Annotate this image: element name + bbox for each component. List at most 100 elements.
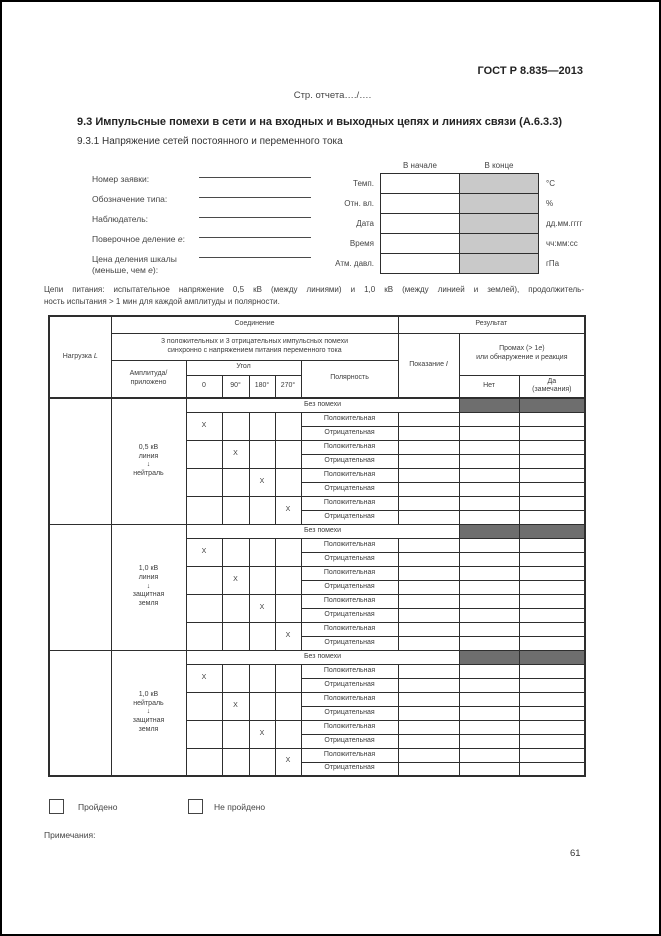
spacer [539, 158, 609, 174]
passed-checkbox[interactable] [49, 799, 64, 814]
angle-x-mark-cell: X [185, 411, 223, 441]
test-row: Отрицательная [49, 481, 586, 497]
polarity-negative-cell: Отрицательная [300, 579, 399, 595]
result-no-input-cell [458, 663, 520, 679]
indication-input-cell [397, 733, 460, 749]
result-no-input-cell [458, 761, 520, 777]
result-no-input-cell [458, 551, 520, 567]
amplitude-line: нейтраль [133, 699, 164, 707]
result-no-shaded-cell [458, 523, 520, 539]
angle-empty-cell [248, 621, 276, 651]
cond-unit-pressure: гПа [546, 259, 560, 268]
section-subtitle: 9.3.1 Напряжение сетей постоянного и пер… [77, 136, 343, 147]
failed-label: Не пройдено [214, 802, 266, 812]
amplitude-line: 1,0 кВ [138, 565, 159, 573]
field-label-scale-division-line2: (меньше, чем е): [92, 265, 159, 275]
conditions-table: В начале В конце Темп. °C Отн. вл. % Дат… [304, 158, 608, 274]
angle-empty-cell [248, 747, 276, 777]
angle-empty-cell [221, 621, 250, 651]
cond-row-date: Дата дд.мм.гггг [304, 213, 608, 234]
result-no-input-cell [458, 635, 520, 651]
indication-input-cell [397, 747, 460, 763]
result-no-input-cell [458, 621, 520, 637]
amplitude-line: 0,5 кВ [138, 443, 159, 451]
notes-label: Примечания: [44, 830, 96, 840]
angle-empty-cell [274, 663, 302, 693]
result-no-input-cell [458, 467, 520, 483]
polarity-positive-cell: Положительная [300, 593, 399, 609]
failed-checkbox[interactable] [188, 799, 203, 814]
cond-header-start: В начале [403, 161, 437, 170]
polarity-negative-cell: Отрицательная [300, 705, 399, 721]
indication-input-cell [397, 481, 460, 497]
indication-input-cell [397, 607, 460, 623]
angle-x-mark-cell: X [274, 621, 302, 651]
result-yes-input-cell [518, 593, 586, 609]
load-cell-block1 [48, 397, 112, 525]
result-no-input-cell [458, 509, 520, 525]
cond-unit-temperature: °C [546, 179, 555, 188]
result-no-input-cell [458, 719, 520, 735]
header-result-yes: Да (замечания) [518, 374, 586, 399]
indication-input-cell [397, 439, 460, 455]
indication-input-cell [397, 537, 460, 553]
result-yes-input-cell [518, 607, 586, 623]
result-no-input-cell [458, 607, 520, 623]
result-no-input-cell [458, 705, 520, 721]
angle-x-mark-cell: X [248, 719, 276, 749]
no-disturbance-cell: Без помехи [185, 397, 460, 413]
cond-end-cell-pressure [459, 253, 539, 274]
angle-empty-cell [221, 663, 250, 693]
result-yes-input-cell [518, 691, 586, 707]
polarity-positive-cell: Положительная [300, 719, 399, 735]
cond-label-time: Время [349, 239, 374, 248]
angle-empty-cell [185, 691, 223, 721]
angle-x-mark-cell: X [185, 663, 223, 693]
angle-x-mark-cell: X [248, 593, 276, 623]
cond-row-time: Время чч:мм:сс [304, 233, 608, 254]
field-underline-verification-division [199, 226, 311, 238]
angle-empty-cell [274, 411, 302, 441]
angle-empty-cell [221, 467, 250, 497]
angle-empty-cell [274, 467, 302, 497]
result-yes-input-cell [518, 495, 586, 511]
angle-empty-cell [185, 621, 223, 651]
passed-label: Пройдено [78, 802, 118, 812]
angle-empty-cell [185, 593, 223, 623]
test-row: X Положительная [49, 565, 586, 595]
cond-end-cell-temperature [459, 173, 539, 194]
polarity-negative-cell: Отрицательная [300, 761, 399, 777]
header-miss-or-detection: Промах (> 1е) или обнаружение и реакция [458, 332, 586, 376]
indication-input-cell [397, 495, 460, 511]
result-yes-input-cell [518, 439, 586, 455]
indication-input-cell [397, 467, 460, 483]
indication-input-cell [397, 635, 460, 651]
cond-label-temperature: Темп. [353, 179, 374, 188]
header-load: Нагрузка L [48, 315, 112, 399]
result-yes-input-cell [518, 481, 586, 497]
page-number: 61 [570, 848, 581, 859]
angle-empty-cell [274, 537, 302, 567]
result-yes-input-cell [518, 411, 586, 427]
test-row: Отрицательная [49, 425, 586, 441]
header-connection: Соединение [110, 315, 399, 334]
angle-empty-cell [185, 495, 223, 525]
down-arrow-icon: ↓ [146, 461, 151, 469]
load-cell-block3 [48, 649, 112, 777]
result-no-input-cell [458, 593, 520, 609]
indication-input-cell [397, 705, 460, 721]
cond-end-cell-date [459, 213, 539, 234]
field-underline-request-number [199, 166, 311, 178]
angle-empty-cell [185, 565, 223, 595]
test-row: 1,0 кВ нейтраль ↓ защитная земля Без помехи [48, 649, 586, 777]
test-row: Отрицательная [49, 453, 586, 469]
amplitude-line: защитная [132, 717, 165, 725]
result-yes-input-cell [518, 719, 586, 735]
indication-input-cell [397, 663, 460, 679]
result-yes-input-cell [518, 635, 586, 651]
cond-unit-date: дд.мм.гггг [546, 219, 583, 228]
result-yes-input-cell [518, 705, 586, 721]
angle-x-mark-cell: X [221, 439, 250, 469]
field-underline-type-designation [199, 186, 311, 198]
